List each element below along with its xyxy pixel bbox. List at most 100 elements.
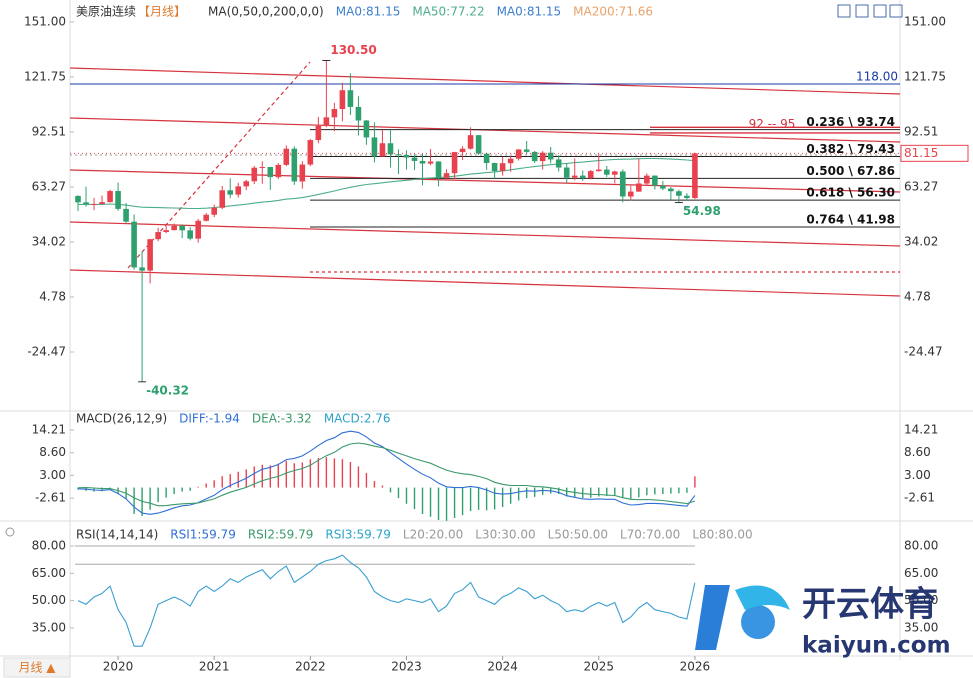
channel-line: [69, 221, 901, 247]
y-tick-label-right: -2.61: [904, 491, 935, 505]
y-tick-label-right: 3.00: [904, 468, 931, 482]
candle-body: [547, 152, 554, 160]
candle-body: [603, 169, 610, 175]
candle-body: [515, 149, 522, 159]
legend-entry: L50:50.00: [548, 528, 608, 542]
legend-entry: L20:20.00: [403, 528, 463, 542]
y-tick-label: 121.75: [24, 69, 66, 83]
candle-body: [123, 208, 129, 222]
candle-body: [668, 188, 674, 192]
candle-body: [235, 186, 242, 195]
candle-body: [475, 135, 482, 154]
candle-body: [571, 175, 578, 178]
candle-body: [107, 191, 113, 203]
fib-label: 0.500 \ 67.86: [806, 164, 895, 178]
y-tick-label-right: 80.00: [904, 539, 938, 553]
candle-body: [355, 106, 362, 121]
extreme-label: 130.50: [330, 43, 376, 57]
extreme-label: -40.32: [146, 383, 189, 397]
candle-body: [652, 175, 658, 186]
candle-body: [587, 171, 594, 179]
last-price-box: [900, 144, 969, 162]
candle-body: [115, 191, 121, 209]
legend-entry: MA200:71.66: [573, 5, 653, 19]
last-price-label: 81.15: [904, 146, 938, 160]
candle-body: [75, 195, 81, 203]
legend-entry: L70:70.00: [620, 528, 680, 542]
icon[interactable]: [889, 4, 903, 18]
x-tick-label: 2020: [103, 660, 134, 674]
icon[interactable]: [837, 4, 851, 18]
period-button[interactable]: [3, 657, 71, 678]
candle-body: [339, 90, 346, 110]
legend-entry: DIFF:-1.94: [179, 412, 240, 426]
icon[interactable]: [855, 4, 869, 18]
chart-period: 【月线】: [138, 5, 186, 19]
y-tick-label-right: 35.00: [904, 620, 938, 634]
candle-body: [628, 191, 634, 197]
candle-body: [499, 163, 506, 172]
y-tick-label-right: 50.00: [904, 593, 938, 607]
candle-body: [331, 109, 338, 118]
candle-body: [491, 163, 498, 172]
series-line: [77, 430, 696, 515]
x-tick-label: 2025: [583, 660, 614, 674]
candle-body: [315, 125, 322, 141]
candle-body: [347, 90, 354, 107]
fib-label: 0.764 \ 41.98: [806, 213, 895, 227]
legend-entry: MACD(26,12,9): [76, 412, 167, 426]
fib-label: 0.618 \ 56.30: [806, 186, 895, 200]
panel-icon[interactable]: [5, 527, 15, 537]
y-tick-label-right: 8.60: [904, 445, 931, 459]
watermark-brand: 开云体育: [802, 585, 938, 625]
y-tick-label-right: 34.02: [904, 234, 938, 248]
y-tick-label: -2.61: [35, 491, 66, 505]
candle-body: [411, 157, 418, 161]
candle-body: [203, 214, 209, 221]
y-tick-label: 151.00: [24, 14, 66, 28]
candle-body: [507, 158, 514, 164]
candle-body: [363, 120, 370, 138]
candle-body: [644, 175, 650, 184]
watermark-site: kaiyun.com: [802, 633, 951, 659]
fib-label: 0.382 \ 79.43: [806, 142, 895, 156]
candle-body: [443, 173, 450, 178]
candle-body: [523, 149, 530, 152]
candle-body: [291, 148, 298, 182]
candle-body: [539, 152, 546, 162]
candle-body: [451, 152, 458, 174]
candle-body: [179, 225, 185, 231]
candle-body: [187, 230, 193, 239]
series-line: [77, 442, 696, 507]
icon[interactable]: [873, 4, 887, 18]
y-tick-label-right: 4.78: [904, 289, 931, 303]
fib-label: 0.236 \ 93.74: [806, 115, 895, 129]
chart-title: 美原油连续: [76, 4, 136, 19]
candle-body: [139, 267, 145, 271]
candle-body: [459, 148, 466, 153]
candle-body: [267, 166, 274, 178]
candle-body: [259, 166, 266, 168]
watermark-logo: [695, 585, 730, 650]
y-tick-label-right: 92.51: [904, 124, 938, 138]
candle-body: [83, 202, 89, 205]
candle-body: [99, 202, 105, 205]
y-tick-label-right: 65.00: [904, 566, 938, 580]
candle-body: [427, 161, 434, 164]
y-tick-label-right: 63.27: [904, 179, 938, 193]
watermark: 开云体育 kaiyun.com: [695, 585, 951, 659]
y-tick-label: 34.02: [32, 234, 66, 248]
period-button-label[interactable]: 月线 ▲: [18, 661, 56, 675]
candle-body: [692, 153, 698, 199]
candle-body: [275, 164, 282, 178]
candle-body: [563, 167, 570, 178]
candle-body: [147, 239, 153, 271]
y-tick-label: 50.00: [32, 593, 66, 607]
candle-body: [219, 190, 226, 208]
candle-body: [155, 232, 161, 240]
candle-body: [163, 230, 169, 233]
legend-entry: RSI2:59.79: [248, 528, 314, 542]
candle-body: [435, 161, 442, 178]
